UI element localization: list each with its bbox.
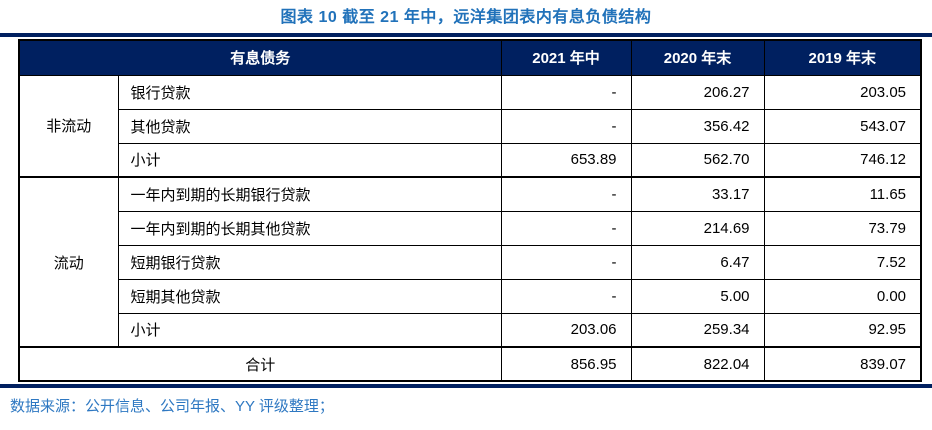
value-2020: 214.69 (630, 210, 765, 246)
value-2020: 5.00 (630, 278, 765, 314)
value-2020: 6.47 (630, 244, 765, 280)
value-2021h: 203.06 (500, 312, 632, 348)
column-header-debt-type: 有息债务 (18, 39, 502, 76)
report-figure: 图表 10 截至 21 年中，远洋集团表内有息负债结构 有息债务 2021 年中… (0, 8, 932, 430)
value-2019: 73.79 (763, 210, 922, 246)
group-label-current: 流动 (18, 176, 119, 348)
debt-structure-table: 有息债务 2021 年中 2020 年末 2019 年末 非流动 银行贷款 - … (18, 39, 923, 382)
value-2019: 543.07 (763, 108, 922, 144)
table-row-subtotal: 小计 203.06 259.34 92.95 (19, 312, 922, 348)
value-2021h: - (500, 74, 632, 110)
column-header-2020: 2020 年末 (630, 39, 765, 76)
value-2020: 356.42 (630, 108, 765, 144)
table-row: 其他贷款 - 356.42 543.07 (19, 108, 922, 144)
total-2021h: 856.95 (500, 346, 632, 382)
row-item: 短期银行贷款 (117, 244, 502, 280)
value-2021h: - (500, 210, 632, 246)
group-label-noncurrent: 非流动 (18, 74, 119, 178)
value-2020: 206.27 (630, 74, 765, 110)
row-item: 短期其他贷款 (117, 278, 502, 314)
column-header-2019: 2019 年末 (763, 39, 922, 76)
value-2019: 11.65 (763, 176, 922, 212)
value-2021h: - (500, 278, 632, 314)
table-row-total: 合计 856.95 822.04 839.07 (18, 346, 922, 382)
table-row-subtotal: 小计 653.89 562.70 746.12 (19, 142, 922, 178)
data-source-note: 数据来源：公开信息、公司年报、YY 评级整理； (10, 398, 334, 415)
table-row: 流动 一年内到期的长期银行贷款 - 33.17 11.65 (18, 176, 922, 348)
value-2020: 33.17 (630, 176, 765, 212)
table-row: 一年内到期的长期其他贷款 - 214.69 73.79 (19, 210, 922, 246)
row-item: 小计 (117, 312, 502, 348)
value-2021h: - (500, 244, 632, 280)
row-item: 一年内到期的长期银行贷款 (117, 176, 502, 212)
row-item: 一年内到期的长期其他贷款 (117, 210, 502, 246)
total-label: 合计 (18, 346, 502, 382)
table-row: 非流动 银行贷款 - 206.27 203.05 (18, 74, 922, 178)
value-2019: 746.12 (763, 142, 922, 178)
row-item: 银行贷款 (117, 74, 502, 110)
row-item: 小计 (117, 142, 502, 178)
figure-title: 图表 10 截至 21 年中，远洋集团表内有息负债结构 (280, 9, 652, 26)
value-2019: 203.05 (763, 74, 922, 110)
table-row: 短期其他贷款 - 5.00 0.00 (19, 278, 922, 314)
table-row: 短期银行贷款 - 6.47 7.52 (19, 244, 922, 280)
value-2019: 0.00 (763, 278, 922, 314)
column-header-2021h: 2021 年中 (500, 39, 632, 76)
row-item: 其他贷款 (117, 108, 502, 144)
value-2021h: 653.89 (500, 142, 632, 178)
total-2019: 839.07 (763, 346, 922, 382)
value-2020: 562.70 (630, 142, 765, 178)
value-2019: 7.52 (763, 244, 922, 280)
value-2021h: - (500, 108, 632, 144)
bottom-divider (0, 384, 932, 388)
total-2020: 822.04 (630, 346, 765, 382)
value-2021h: - (500, 176, 632, 212)
header-row: 有息债务 2021 年中 2020 年末 2019 年末 (18, 39, 922, 76)
value-2020: 259.34 (630, 312, 765, 348)
value-2019: 92.95 (763, 312, 922, 348)
top-divider (0, 33, 932, 37)
